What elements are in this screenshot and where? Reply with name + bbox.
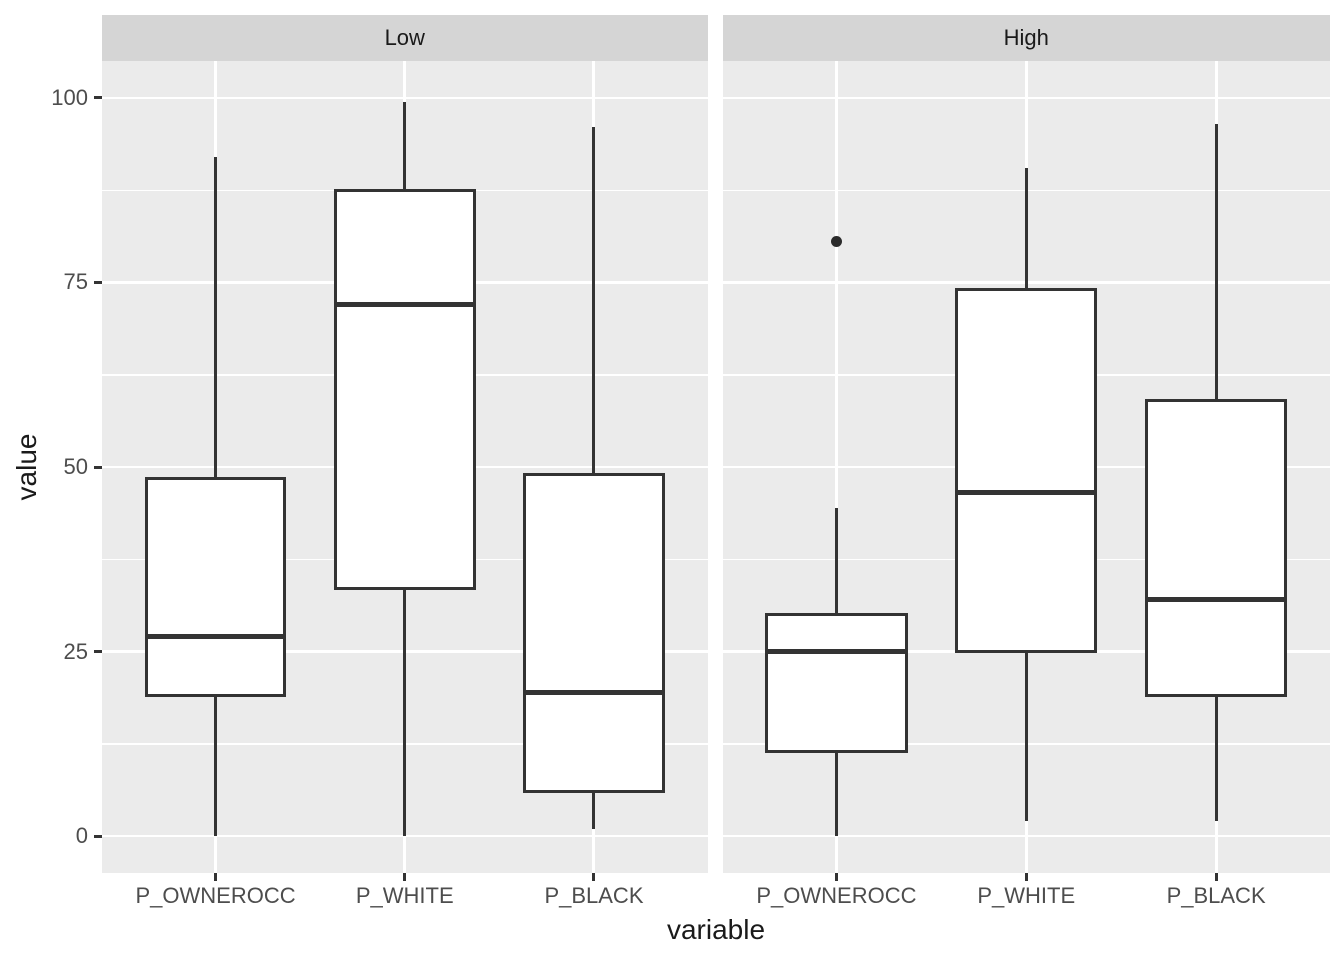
median-line-high-p-black xyxy=(1144,597,1288,603)
lower-whisker-high-p-ownerocc xyxy=(834,751,838,837)
upper-whisker-high-p-black xyxy=(1214,123,1218,401)
boxplot-box-high-p-ownerocc xyxy=(765,613,908,753)
median-line-low-p-white xyxy=(333,302,476,308)
vertical-gridline xyxy=(834,61,838,873)
facet-strip-label: High xyxy=(1003,25,1049,50)
x-tick-label-high-p-black: P_BLACK xyxy=(1166,883,1266,908)
upper-whisker-low-p-white xyxy=(403,101,407,191)
median-line-high-p-white xyxy=(955,490,1098,496)
facet-strip-label: Low xyxy=(384,25,425,50)
facet-strip-low: Low xyxy=(102,15,708,61)
upper-whisker-low-p-ownerocc xyxy=(214,156,218,479)
upper-whisker-low-p-black xyxy=(592,127,596,475)
x-tick-mark-high-p-white xyxy=(1024,873,1028,881)
x-tick-label-low-p-white: P_WHITE xyxy=(355,883,454,908)
upper-whisker-high-p-ownerocc xyxy=(834,507,838,615)
boxplot-box-high-p-black xyxy=(1144,399,1288,698)
x-tick-mark-low-p-ownerocc xyxy=(214,873,218,881)
outlier-point-high-p-ownerocc xyxy=(830,236,842,248)
y-tick-label-25: 25 xyxy=(63,638,88,664)
median-line-high-p-ownerocc xyxy=(765,649,908,655)
boxplot-box-low-p-black xyxy=(523,472,665,794)
facet-strip-high: High xyxy=(722,15,1330,61)
boxplot-box-high-p-white xyxy=(955,288,1098,654)
y-tick-mark-75 xyxy=(94,280,102,284)
lower-whisker-low-p-white xyxy=(403,588,407,837)
upper-whisker-high-p-white xyxy=(1024,168,1028,290)
median-line-low-p-black xyxy=(523,689,665,695)
y-tick-mark-100 xyxy=(94,96,102,100)
x-tick-mark-low-p-black xyxy=(592,873,596,881)
x-tick-mark-low-p-white xyxy=(403,873,407,881)
y-tick-mark-25 xyxy=(94,650,102,654)
boxplot-box-low-p-white xyxy=(333,188,476,591)
y-tick-mark-50 xyxy=(94,465,102,469)
x-tick-label-low-p-black: P_BLACK xyxy=(544,883,644,908)
y-tick-label-100: 100 xyxy=(51,84,88,110)
y-tick-label-0: 0 xyxy=(75,823,88,849)
lower-whisker-low-p-ownerocc xyxy=(214,695,218,837)
x-tick-label-low-p-ownerocc: P_OWNEROCC xyxy=(135,883,296,908)
y-tick-mark-0 xyxy=(94,834,102,838)
median-line-low-p-ownerocc xyxy=(144,634,287,640)
y-tick-label-75: 75 xyxy=(63,269,88,295)
x-tick-mark-high-p-ownerocc xyxy=(834,873,838,881)
boxplot-box-low-p-ownerocc xyxy=(144,476,287,698)
x-tick-mark-high-p-black xyxy=(1214,873,1218,881)
lower-whisker-high-p-white xyxy=(1024,651,1028,822)
x-axis-title: variable xyxy=(666,914,766,945)
lower-whisker-high-p-black xyxy=(1214,695,1218,822)
x-tick-label-high-p-ownerocc: P_OWNEROCC xyxy=(756,883,917,908)
y-tick-label-50: 50 xyxy=(63,454,88,479)
x-tick-label-high-p-white: P_WHITE xyxy=(977,883,1076,908)
lower-whisker-low-p-black xyxy=(592,791,596,829)
